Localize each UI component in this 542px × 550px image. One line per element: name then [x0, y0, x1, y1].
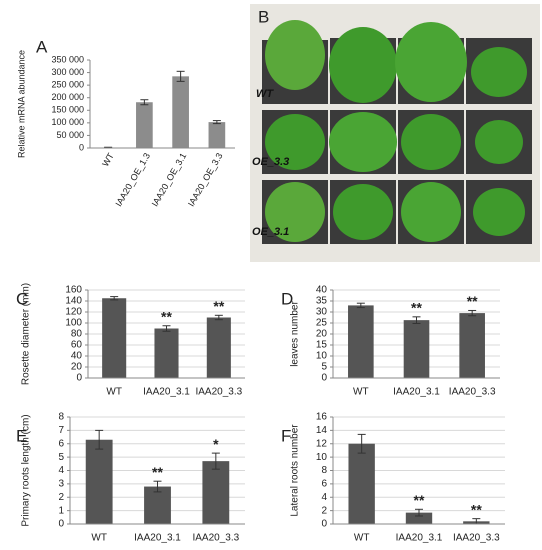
y-tick-label: 35: [316, 296, 328, 307]
y-tick-label: 0: [79, 142, 84, 152]
x-tick-label: IAA20_3.3: [195, 387, 242, 398]
x-tick-label: IAA20_3.1: [396, 533, 443, 544]
y-tick-label: 20: [316, 329, 328, 340]
x-tick-label: IAA20_OE_3.1: [150, 151, 189, 208]
bar: [208, 122, 226, 148]
significance: **: [467, 293, 478, 309]
y-tick-label: 12: [316, 438, 328, 449]
y-tick-label: 150 000: [51, 105, 84, 115]
significance: **: [414, 492, 425, 508]
bar: [403, 320, 430, 378]
y-tick-label: 350 000: [51, 54, 84, 64]
y-tick-label: 4: [58, 465, 64, 476]
y-tick-label: 50 000: [56, 130, 84, 140]
photo-label: OE_3.1: [252, 226, 289, 238]
y-tick-label: 10: [316, 351, 328, 362]
y-tick-label: 80: [71, 329, 83, 340]
y-tick-label: 40: [316, 285, 328, 296]
y-tick-label: 40: [71, 351, 83, 362]
bar: [405, 512, 433, 524]
x-tick-label: IAA20_3.1: [134, 533, 181, 544]
y-tick-label: 3: [58, 479, 64, 490]
y-tick-label: 2: [321, 505, 327, 516]
x-tick-label: IAA20_3.1: [393, 387, 440, 398]
y-axis-title: Primary roots length (cm): [21, 414, 32, 526]
bar: [348, 305, 374, 378]
y-tick-label: 15: [316, 340, 328, 351]
y-axis-title: Relative mRNA abundance: [16, 50, 26, 158]
y-tick-label: 5: [321, 362, 327, 373]
y-tick-label: 60: [71, 340, 83, 351]
bar: [172, 76, 189, 148]
bar: [154, 328, 179, 378]
significance: **: [161, 308, 172, 324]
x-tick-label: IAA20_3.3: [453, 533, 500, 544]
x-tick-label: WT: [353, 387, 369, 398]
bar: [459, 313, 485, 378]
y-tick-label: 200 000: [51, 92, 84, 102]
y-axis-title: Rosette diameter (mm): [21, 283, 32, 385]
y-tick-label: 100: [65, 318, 82, 329]
panel-label: B: [258, 7, 269, 26]
photo-label: WT: [256, 88, 274, 100]
y-tick-label: 2: [58, 492, 64, 503]
panel-label: E: [16, 426, 27, 445]
y-tick-label: 8: [321, 465, 327, 476]
y-tick-label: 160: [65, 285, 82, 296]
significance: *: [213, 436, 219, 452]
y-axis-title: Lateral roots number: [290, 424, 301, 517]
y-tick-label: 250 000: [51, 80, 84, 90]
y-tick-label: 140: [65, 296, 82, 307]
y-tick-label: 120: [65, 307, 82, 318]
y-tick-label: 14: [316, 425, 328, 436]
y-tick-label: 20: [71, 362, 83, 373]
x-tick-label: IAA20_3.3: [449, 387, 496, 398]
x-tick-label: IAA20_3.3: [192, 533, 239, 544]
y-tick-label: 30: [316, 307, 328, 318]
bar: [102, 298, 127, 378]
x-tick-label: WT: [91, 533, 107, 544]
y-tick-label: 6: [321, 479, 327, 490]
y-tick-label: 0: [58, 519, 64, 530]
x-tick-label: IAA20_3.1: [143, 387, 190, 398]
panel-label: D: [281, 289, 293, 308]
y-tick-label: 8: [58, 412, 64, 423]
x-tick-label: WT: [354, 533, 370, 544]
y-tick-label: 1: [58, 505, 64, 516]
photo-panel: B WT OE_3.3 OE_3.1: [250, 4, 540, 262]
bar: [136, 102, 153, 148]
photo-label: OE_3.3: [252, 156, 289, 168]
y-axis-title: leaves number: [290, 301, 301, 367]
y-tick-label: 0: [321, 519, 327, 530]
x-tick-label: WT: [100, 151, 116, 169]
panel-label: C: [16, 289, 28, 308]
y-tick-label: 10: [316, 452, 328, 463]
panel-label: A: [36, 37, 48, 56]
significance: **: [152, 464, 163, 480]
y-tick-label: 300 000: [51, 67, 84, 77]
bar: [144, 486, 171, 524]
y-tick-label: 7: [58, 425, 64, 436]
x-tick-label: WT: [106, 387, 122, 398]
y-tick-label: 100 000: [51, 117, 84, 127]
bar: [206, 317, 231, 378]
y-tick-label: 4: [321, 492, 327, 503]
bar: [85, 439, 113, 524]
bar: [348, 443, 375, 524]
y-tick-label: 5: [58, 452, 64, 463]
y-tick-label: 0: [321, 373, 327, 384]
y-tick-label: 16: [316, 412, 328, 423]
bar: [202, 461, 230, 524]
x-tick-label: IAA20_OE_1.3: [113, 151, 152, 208]
significance: **: [213, 298, 224, 314]
panel-label: F: [281, 426, 291, 445]
y-tick-label: 25: [316, 318, 328, 329]
plants: [265, 20, 527, 242]
y-tick-label: 0: [76, 373, 82, 384]
significance: **: [471, 501, 482, 517]
x-tick-label: IAA20_OE_3.3: [186, 151, 225, 208]
significance: **: [411, 300, 422, 316]
y-tick-label: 6: [58, 438, 64, 449]
